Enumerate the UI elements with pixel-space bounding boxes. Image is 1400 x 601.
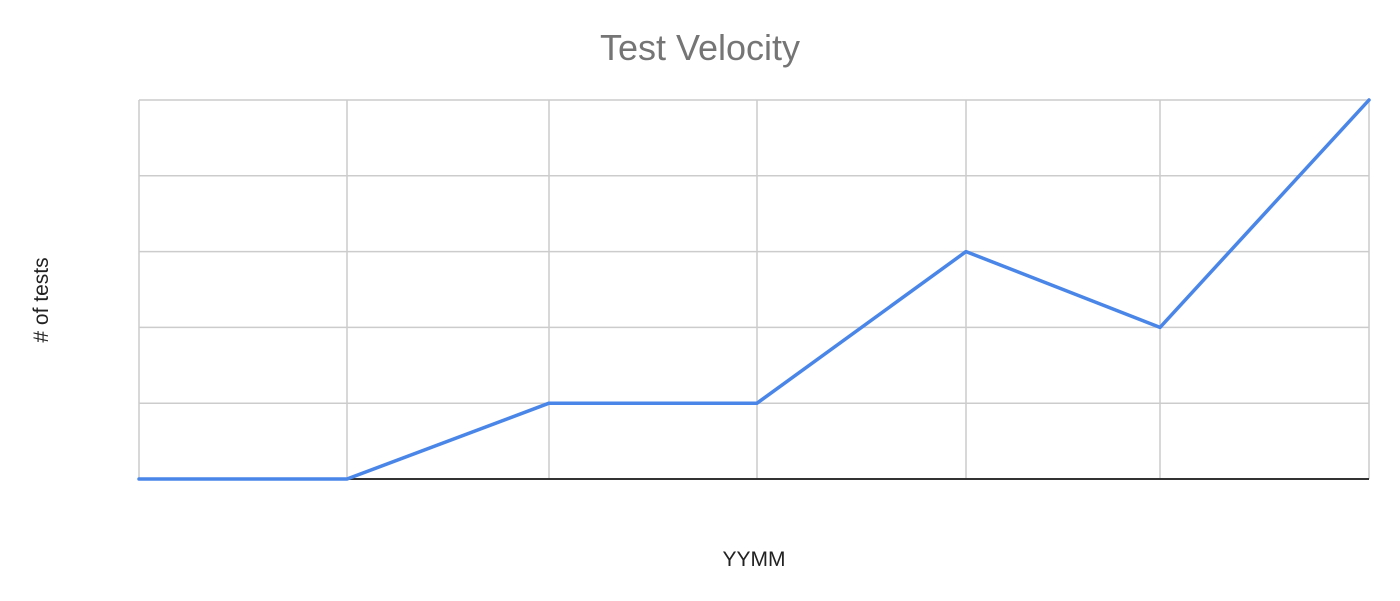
data-point [964,250,968,254]
x-axis-label: YYMM [723,548,786,571]
data-point [755,401,759,405]
data-point [1158,325,1162,329]
grid [138,99,1370,480]
y-axis-label: # of tests [30,257,53,342]
series-layer [137,98,1371,481]
data-point [1367,98,1371,102]
chart-title: Test Velocity [600,27,800,68]
data-point [345,477,349,481]
data-point [547,401,551,405]
series-line [137,98,1371,481]
data-point [137,477,141,481]
